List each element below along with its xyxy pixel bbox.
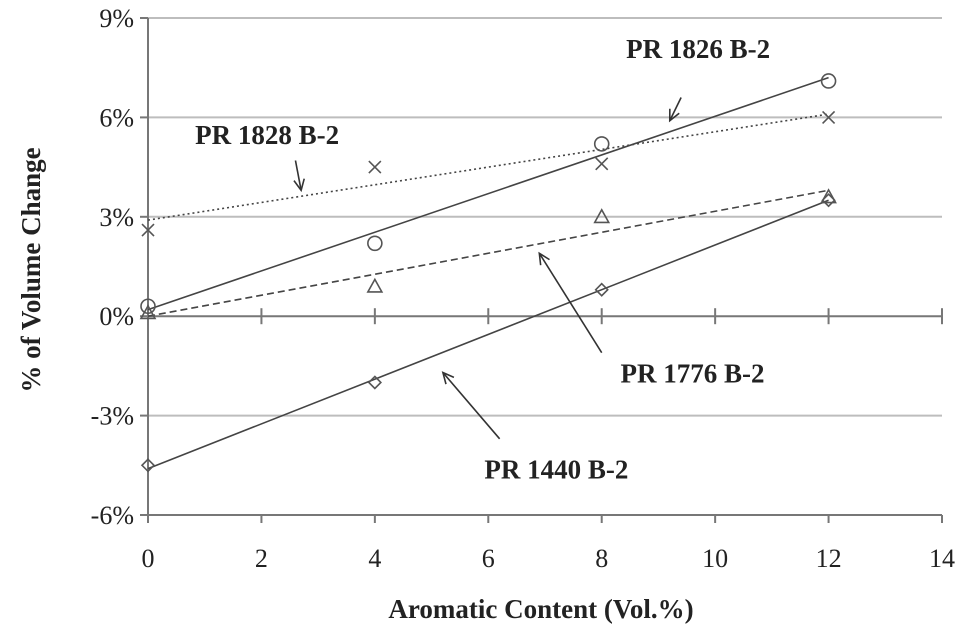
annotation-layer: PR 1826 B-2 PR 1828 B-2 PR 1776 B-2 PR 1440…	[195, 34, 770, 485]
point-pr-1826-b-2-1	[367, 235, 383, 252]
grid-layer	[148, 17, 942, 417]
point-pr-1828-b-2-1	[368, 160, 382, 174]
x-tick-label-6: 12	[816, 544, 842, 573]
x-tick-label-1: 2	[255, 544, 268, 573]
trendline-layer	[147, 76, 829, 470]
point-pr-1440-b-2-0	[140, 458, 156, 473]
y-axis-title: % of Volume Change	[16, 147, 46, 392]
marker-layer	[139, 73, 837, 473]
y-tick-label-4: 6%	[99, 103, 134, 132]
y-tick-label-2: 0%	[99, 302, 134, 331]
arrow-pr-1828-b-2	[293, 160, 306, 193]
arrow-pr-1826-b-2	[668, 97, 682, 123]
y-tick-label-0: -6%	[91, 501, 134, 530]
x-axis-title: Aromatic Content (Vol.%)	[388, 594, 693, 624]
x-tick-label-3: 6	[482, 544, 495, 573]
point-pr-1776-b-2-1	[366, 277, 384, 293]
x-tick-label-7: 14	[929, 544, 955, 573]
trendline-pr-1776-b-2	[147, 189, 829, 317]
arrow-pr-1776-b-2	[538, 251, 603, 354]
point-pr-1826-b-2-2	[593, 136, 610, 152]
series-label-pr-1828-b-2: PR 1828 B-2	[195, 120, 339, 150]
point-pr-1826-b-2-3	[820, 73, 837, 89]
arrow-pr-1440-b-2	[441, 371, 501, 440]
point-pr-1828-b-2-3	[822, 110, 836, 124]
x-tick-label-0: 0	[142, 544, 155, 573]
point-pr-1440-b-2-3	[821, 193, 836, 208]
axis-layer: -6% -3% 0% 3% 6% 9% 0 2 4 6 8 10 12 14	[91, 4, 955, 573]
point-pr-1776-b-2-2	[593, 208, 611, 224]
x-tick-label-4: 8	[595, 544, 608, 573]
trendline-pr-1440-b-2	[147, 199, 829, 470]
y-tick-label-5: 9%	[99, 4, 134, 33]
trendline-pr-1826-b-2	[147, 76, 829, 311]
point-pr-1828-b-2-2	[595, 157, 609, 171]
x-tick-label-5: 10	[702, 544, 728, 573]
x-tick-label-2: 4	[368, 544, 381, 573]
point-pr-1776-b-2-0	[139, 304, 157, 320]
y-tick-label-3: 3%	[99, 203, 134, 232]
series-label-pr-1776-b-2: PR 1776 B-2	[620, 358, 764, 388]
point-pr-1828-b-2-0	[141, 223, 155, 237]
point-pr-1440-b-2-2	[594, 282, 609, 297]
point-pr-1826-b-2-0	[140, 298, 156, 315]
series-label-pr-1440-b-2: PR 1440 B-2	[484, 455, 628, 485]
point-pr-1440-b-2-1	[367, 375, 382, 390]
point-pr-1776-b-2-3	[820, 188, 837, 204]
y-tick-label-1: -3%	[91, 402, 134, 431]
series-label-pr-1826-b-2: PR 1826 B-2	[626, 34, 770, 64]
